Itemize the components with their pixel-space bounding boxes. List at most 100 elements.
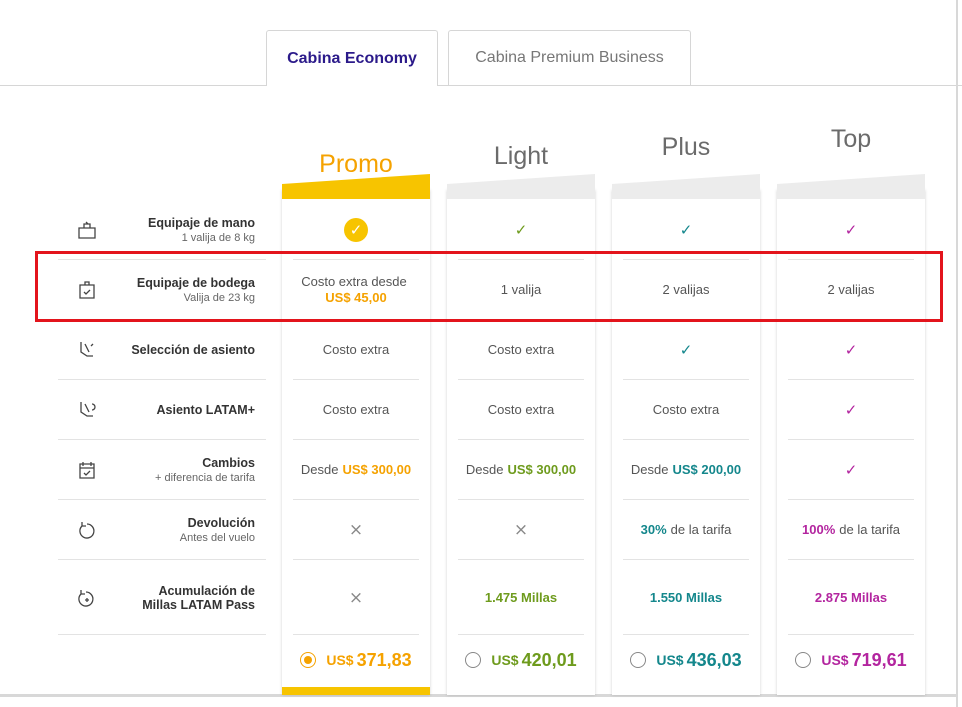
cell: 1 valija [447, 260, 595, 320]
row-separator [58, 499, 266, 500]
cell: × [282, 500, 430, 560]
row-separator [788, 259, 914, 260]
cell: 100% de la tarifa [777, 500, 925, 560]
label-text: Selección de asiento [131, 343, 255, 357]
cell-emphasis: 100% [802, 522, 836, 537]
cell-suffix: de la tarifa [670, 522, 732, 537]
fare-name: Top [830, 125, 872, 153]
tab[interactable]: Cabina Economy [266, 30, 438, 86]
cell: × [447, 500, 595, 560]
price-amount: 719,61 [851, 649, 907, 670]
price[interactable]: US$ 420,01 [447, 645, 595, 675]
cell: 1.550 Millas [612, 560, 760, 635]
fare-header [777, 174, 925, 199]
fare-header [282, 174, 430, 199]
row-separator [788, 439, 914, 440]
price[interactable]: US$ 371,83 [282, 645, 430, 675]
cell-emphasis: US$ 300,00 [342, 462, 412, 477]
cell-text: 1 valija [500, 282, 542, 297]
cross-icon: × [513, 520, 529, 540]
cell: 2 valijas [612, 260, 760, 320]
cell: Costo extra [282, 380, 430, 440]
cell: × [282, 560, 430, 635]
check-icon: ✓ [844, 461, 858, 479]
fare-name: Plus [661, 133, 711, 161]
cell: ✓ [777, 440, 925, 500]
row-separator [623, 259, 749, 260]
check-icon: ✓ [514, 221, 528, 239]
label-text: Devolución [187, 516, 255, 530]
fare-name: Promo [319, 150, 393, 178]
fare-card [282, 190, 430, 695]
cell-emphasis: US$ 300,00 [507, 462, 577, 477]
radio[interactable] [795, 652, 812, 668]
cell-prefix: Desde [300, 462, 339, 477]
icon-path [78, 589, 94, 607]
price[interactable]: US$ 719,61 [777, 645, 925, 675]
highlight-box [35, 251, 943, 322]
scroll-edge [956, 0, 958, 707]
row-label: Devolución Antes del vuelo [105, 500, 255, 560]
row-separator [458, 439, 584, 440]
cell-suffix: de la tarifa [839, 522, 900, 537]
cell: ✓ [612, 200, 760, 260]
bottom-edge [0, 694, 956, 697]
cell: Costo extra [282, 320, 430, 380]
row-label: Equipaje de bodega Valija de 23 kg [105, 260, 255, 320]
fare-header [447, 174, 595, 199]
cell: Costo extra [612, 380, 760, 440]
row-separator [293, 379, 419, 380]
cross-icon: × [348, 520, 364, 540]
cell-content: 1.550 Millas [650, 590, 722, 606]
check-icon: ✓ [844, 401, 858, 419]
cell-content: 1.475 Millas [485, 590, 557, 606]
fare-header [612, 174, 760, 199]
icon-path [79, 522, 95, 539]
check-icon: ✓ [844, 341, 858, 359]
icon-path [79, 462, 95, 479]
cell-content: Desde US$ 200,00 [631, 462, 741, 478]
fare-name: Light [493, 142, 549, 170]
radio[interactable] [630, 652, 647, 668]
row-separator [293, 499, 419, 500]
cell-text: Costo extra [652, 402, 720, 417]
header-shape [282, 174, 430, 199]
radio[interactable] [300, 652, 317, 668]
cross-icon: × [348, 587, 364, 608]
price-currency: US$ [326, 652, 354, 668]
tab[interactable]: Cabina Premium Business [448, 30, 691, 85]
header-shape [612, 174, 760, 199]
cell: 2 valijas [777, 260, 925, 320]
row-icon [78, 221, 96, 239]
label-sub: + diferencia de tarifa [155, 472, 255, 484]
price-amount: 420,01 [521, 649, 577, 670]
row-label: Cambios + diferencia de tarifa [105, 440, 255, 500]
row-label: Asiento LATAM+ [105, 380, 256, 440]
label-sub: Antes del vuelo [179, 532, 255, 544]
row-separator [293, 259, 419, 260]
price-currency: US$ [491, 652, 519, 668]
cell-content: 2.875 Millas [815, 590, 887, 606]
row-icon [80, 402, 96, 417]
cell-emphasis: 2.875 Millas [814, 589, 888, 605]
row-separator [58, 259, 266, 260]
fare-card [777, 190, 925, 695]
fare-card [447, 190, 595, 695]
row-icon [79, 281, 95, 299]
row-separator [58, 379, 266, 380]
cell: Desde US$ 300,00 [447, 440, 595, 500]
radio-dot [304, 656, 313, 664]
row-icon [79, 462, 95, 479]
price[interactable]: US$ 436,03 [612, 645, 760, 675]
icon-path [80, 342, 94, 357]
icon-path [78, 221, 96, 239]
row-separator [458, 379, 584, 380]
cell-content: Costo extra desdeUS$ 45,00 [292, 274, 420, 306]
header-shape [777, 174, 925, 199]
cell: ✓ [777, 200, 925, 260]
label-text: Equipaje de bodega [136, 276, 255, 290]
label-sub: Valija de 23 kg [183, 292, 255, 304]
selected-bar [282, 687, 430, 695]
radio[interactable] [465, 652, 482, 668]
